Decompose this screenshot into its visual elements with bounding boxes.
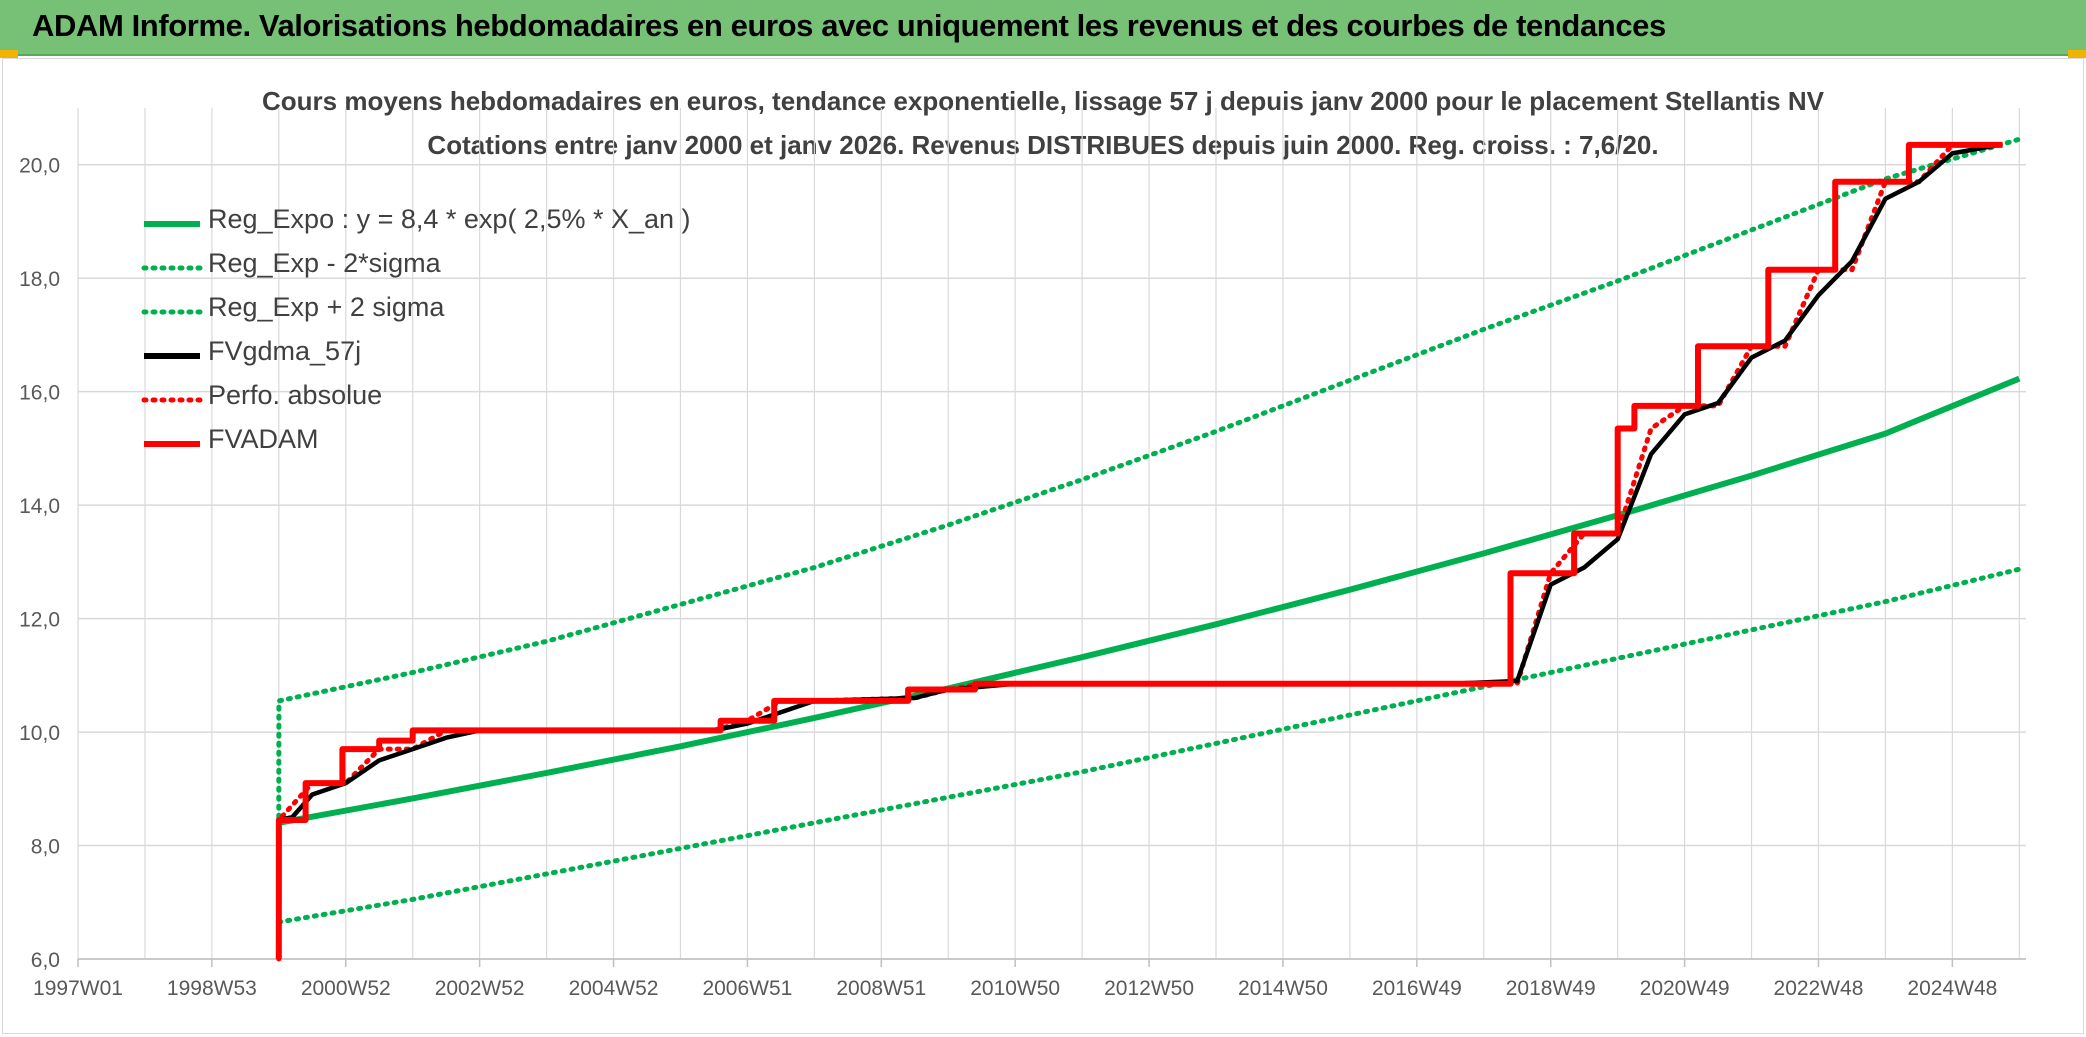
legend-item: FVADAM — [140, 422, 660, 466]
legend-label: FVgdma_57j — [208, 336, 362, 366]
legend-item: Perfo. absolue — [140, 378, 660, 422]
x-tick-label: 2022W48 — [1774, 977, 1864, 1000]
y-tick-label: 16,0 — [19, 382, 60, 405]
x-tick-label: 1998W53 — [167, 977, 257, 1000]
x-tick-label: 2014W50 — [1238, 977, 1328, 1000]
header-title: ADAM Informe. Valorisations hebdomadaire… — [32, 8, 1666, 43]
legend-label: Reg_Expo : y = 8,4 * exp( 2,5% * X_an ) — [208, 204, 691, 234]
x-tick-label: 2004W52 — [569, 977, 659, 1000]
x-tick-label: 2002W52 — [435, 977, 525, 1000]
legend-label: FVADAM — [208, 424, 319, 454]
x-tick-label: 2018W49 — [1506, 977, 1596, 1000]
legend-item: Reg_Expo : y = 8,4 * exp( 2,5% * X_an ) — [140, 202, 691, 246]
series-line-0 — [278, 375, 2021, 826]
chart-frame — [2, 58, 2084, 1034]
x-tick-label: 2020W49 — [1640, 977, 1730, 1000]
series-line-1 — [276, 566, 2022, 925]
legend-label: Reg_Exp - 2*sigma — [208, 248, 441, 278]
chart-series — [275, 136, 2022, 962]
x-tick-label: 2008W51 — [836, 977, 926, 1000]
legend-label: Reg_Exp + 2 sigma — [208, 292, 445, 322]
x-tick-label: 2016W49 — [1372, 977, 1462, 1000]
chart-axes: 6,0 8,0 10,0 12,0 14,0 16,0 18,0 20,0 1997W01 199… — [19, 155, 2026, 1000]
legend-swatch — [141, 397, 203, 403]
y-tick-label: 8,0 — [31, 836, 60, 859]
x-tick-label: 2000W52 — [301, 977, 391, 1000]
chart-title: Cours moyens hebdomadaires en euros, ten… — [262, 86, 1824, 116]
x-tick-label: 2012W50 — [1104, 977, 1194, 1000]
legend-swatch — [144, 441, 200, 447]
corner-accent-left — [0, 50, 18, 58]
x-tick-label: 2006W51 — [702, 977, 792, 1000]
legend-item: FVgdma_57j — [140, 334, 660, 378]
chart-legend: Reg_Expo : y = 8,4 * exp( 2,5% * X_an ) R… — [140, 202, 691, 466]
legend-swatch — [144, 353, 200, 359]
chart-grid — [77, 108, 2026, 960]
legend-swatch — [141, 309, 203, 315]
legend-swatch — [141, 265, 203, 271]
y-tick-label: 10,0 — [19, 722, 60, 745]
legend-label: Perfo. absolue — [208, 380, 383, 410]
chart-subtitle: Cotations entre janv 2000 et janv 2026. … — [427, 130, 1659, 160]
legend-item: Reg_Exp + 2 sigma — [140, 290, 660, 334]
y-tick-label: 12,0 — [19, 609, 60, 632]
x-tick-label: 1997W01 — [33, 977, 123, 1000]
x-tick-label: 2010W50 — [970, 977, 1060, 1000]
corner-accent-right — [2068, 50, 2086, 58]
header-banner: ADAM Informe. Valorisations hebdomadaire… — [0, 0, 2086, 56]
series-line-5 — [275, 141, 2003, 960]
x-tick-label: 2024W48 — [1907, 977, 1997, 1000]
y-tick-label: 14,0 — [19, 495, 60, 518]
y-tick-label: 20,0 — [19, 155, 60, 178]
legend-item: Reg_Exp - 2*sigma — [140, 246, 660, 290]
y-tick-label: 6,0 — [31, 949, 60, 972]
y-tick-label: 18,0 — [19, 268, 60, 291]
legend-swatch — [144, 221, 200, 227]
series-line-2 — [276, 136, 2022, 820]
